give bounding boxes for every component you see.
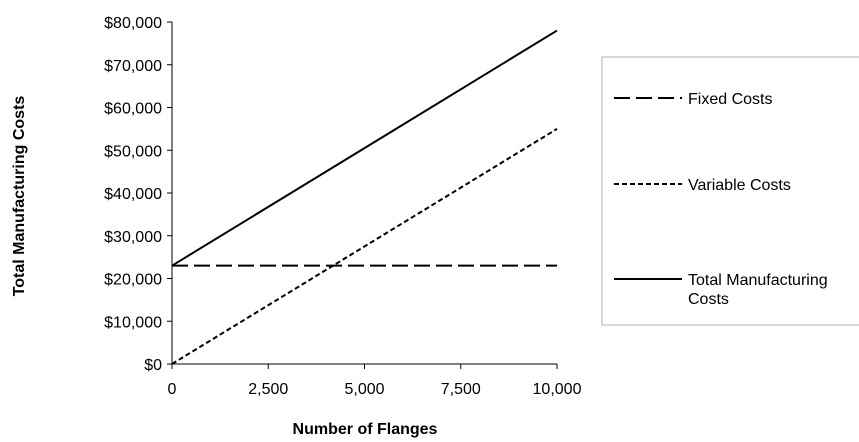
series-line-total-manufacturing-costs — [171, 29, 558, 267]
legend-label: Variable Costs — [688, 177, 791, 194]
x-axis-title: Number of Flanges — [293, 421, 438, 438]
y-tick-label: $0 — [144, 357, 162, 374]
series-line-variable-costs — [171, 128, 558, 365]
plot-area — [171, 29, 558, 365]
y-tick-label: $10,000 — [104, 314, 162, 331]
legend-label: Fixed Costs — [688, 91, 772, 108]
legend-box — [601, 56, 859, 326]
y-tick-label: $30,000 — [104, 229, 162, 246]
legend: Fixed Costs Variable Costs Total Manufactu… — [601, 56, 859, 326]
y-tick-label: $70,000 — [104, 58, 162, 75]
y-tick-label: $80,000 — [104, 15, 162, 32]
x-tick-label: 5,000 — [344, 381, 384, 398]
y-tick-label: $40,000 — [104, 186, 162, 203]
y-axis-title: Total Manufacturing Costs — [11, 96, 28, 297]
x-tick-label: 10,000 — [533, 381, 582, 398]
axes: $0 $10,000 $20,000 $30,000 $40,000 $50,000 $60… — [104, 15, 581, 398]
y-tick-label: $50,000 — [104, 143, 162, 160]
x-tick-label: 7,500 — [441, 381, 481, 398]
y-tick-label: $60,000 — [104, 101, 162, 118]
x-tick-label: 2,500 — [248, 381, 288, 398]
x-tick-label: 0 — [168, 381, 177, 398]
y-tick-label: $20,000 — [104, 272, 162, 289]
legend-label: Total Manufacturing Costs — [688, 272, 828, 308]
